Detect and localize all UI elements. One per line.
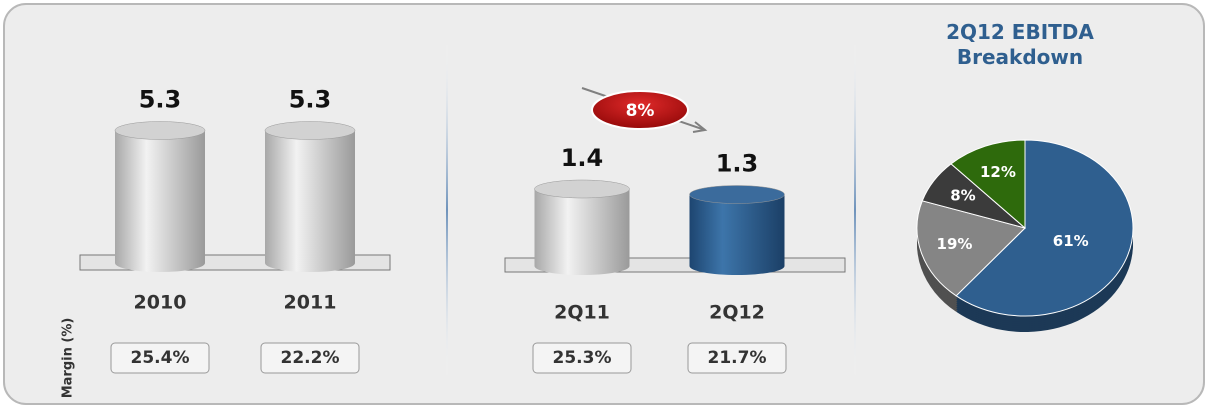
bar (689, 194, 785, 266)
bar (534, 189, 630, 266)
arrow-head (692, 121, 708, 133)
x-tick-label: 2Q12 (709, 302, 765, 324)
cylinder-top (264, 121, 356, 140)
pie-label: 12% (980, 163, 1016, 181)
margin-box (110, 342, 210, 374)
margin-label: 21.7% (708, 348, 767, 368)
margin-title: Margin (%) (61, 318, 76, 399)
x-tick-label: 2011 (284, 292, 337, 314)
pie-slice (950, 139, 1026, 230)
margin-label: 22.2% (281, 348, 340, 368)
cylinder-top (114, 121, 206, 140)
x-tick-label: 2Q11 (554, 302, 610, 324)
pie-label: 19% (937, 235, 973, 253)
margin-title-group: Margin (%) (61, 318, 76, 399)
value-label: 1.4 (561, 144, 604, 172)
pie-slice (916, 200, 1026, 297)
pie-label: 8% (950, 186, 975, 204)
bar (115, 130, 205, 263)
pie-label: 61% (1053, 232, 1089, 250)
divider (446, 40, 448, 380)
pie-title: 2Q12 EBITDA Breakdown (946, 20, 1094, 69)
cylinder-top (534, 179, 630, 199)
value-label: 5.3 (139, 86, 182, 114)
margin-box (260, 342, 360, 374)
annotation-bubble (591, 90, 689, 130)
annotation: 8% (626, 101, 655, 121)
margin-box (532, 342, 632, 374)
cylinder-top (689, 185, 785, 204)
bar (265, 130, 355, 263)
divider (854, 40, 856, 380)
pie-slice (955, 139, 1134, 317)
value-label: 1.3 (716, 150, 759, 178)
x-tick-label: 2010 (134, 292, 187, 314)
margin-label: 25.4% (131, 348, 190, 368)
margin-label: 25.3% (553, 348, 612, 368)
value-label: 5.3 (289, 86, 332, 114)
margin-box (687, 342, 787, 374)
